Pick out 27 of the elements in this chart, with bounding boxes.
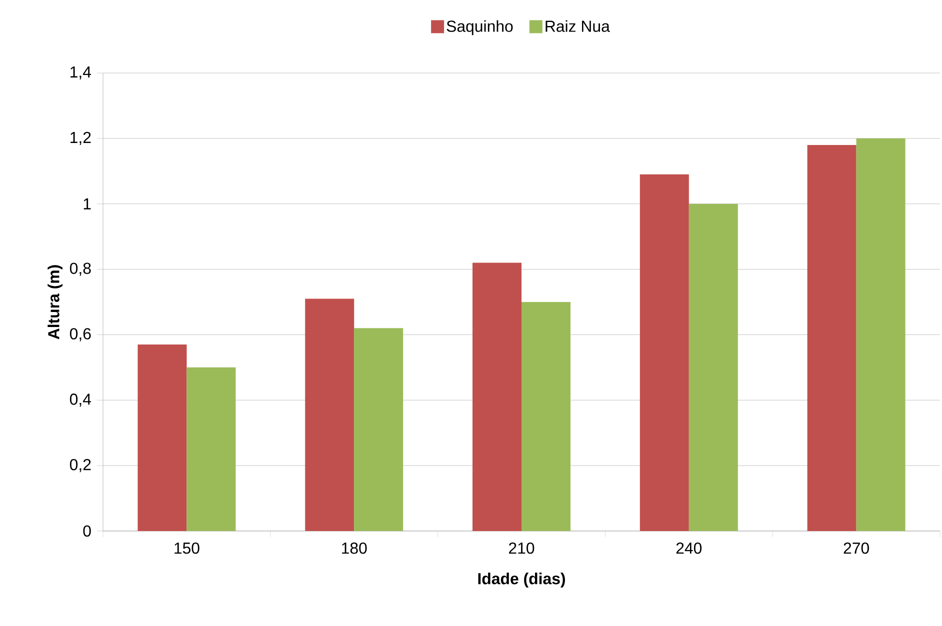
y-tick-label: 0,8: [70, 262, 91, 276]
bar: [186, 367, 236, 531]
bar: [138, 344, 187, 531]
y-tick-label: 1: [84, 198, 91, 210]
bar: [640, 174, 689, 531]
bar: [305, 298, 354, 531]
x-axis-title: Idade (dias): [478, 572, 565, 588]
y-tick-label: 0,6: [70, 328, 91, 342]
legend-label: Saquinho: [446, 20, 513, 36]
bar: [354, 328, 404, 531]
x-tick-label: 270: [844, 542, 869, 554]
bar: [688, 204, 738, 531]
y-tick-label: 0,4: [70, 394, 92, 407]
x-tick-label: 180: [342, 542, 367, 554]
x-tick-label: 150: [174, 542, 200, 554]
x-tick-label: 240: [676, 542, 702, 554]
y-axis-title: Altura (m): [48, 265, 63, 340]
bar: [807, 144, 856, 531]
y-tick-label: 1,4: [70, 66, 92, 80]
y-tick-label: 1,2: [70, 132, 91, 145]
bar: [522, 302, 571, 531]
bar: [856, 138, 906, 531]
x-tick-label: 210: [509, 542, 534, 554]
y-tick-label: 0: [83, 525, 91, 537]
legend-label: Raiz Nua: [546, 20, 610, 32]
y-tick-label: 0,2: [70, 458, 91, 472]
bar: [472, 262, 522, 531]
